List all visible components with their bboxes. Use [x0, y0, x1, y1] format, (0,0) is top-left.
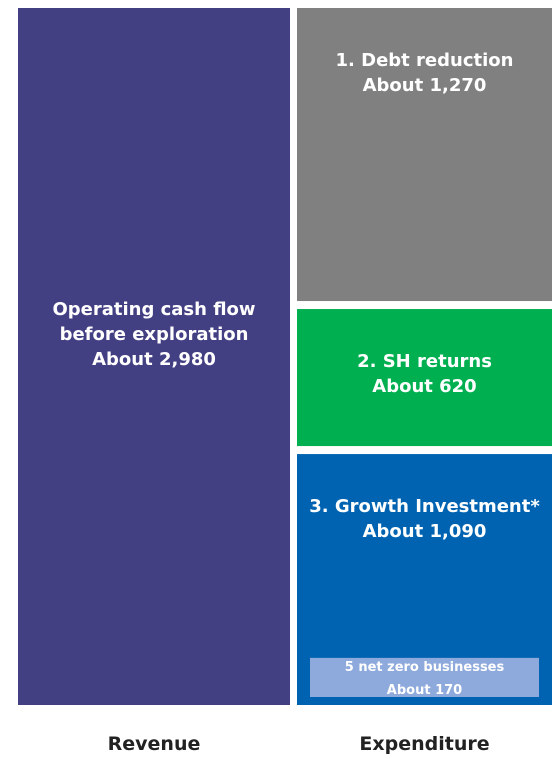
label-text: Operating cash flow before exploration	[52, 298, 256, 345]
inset-segment	[310, 657, 539, 697]
label-text: About 1,090	[362, 521, 487, 543]
label-text: About 1,270	[362, 75, 487, 97]
segment-label: 3. Growth Investment* About 1,090	[307, 494, 542, 544]
label-text: About 170	[386, 682, 463, 698]
label-text: About 2,980	[92, 348, 216, 370]
label-text: 2. SH returns	[357, 351, 492, 373]
x-tick-label: Revenue	[107, 733, 201, 755]
segment-label: 2. SH returns About 620	[307, 349, 542, 399]
segment-label: Operating cash flow before exploration A…	[48, 297, 260, 373]
inset-label: 5 net zero businesses About 170	[310, 657, 539, 701]
label-text: 5 net zero businesses	[344, 660, 505, 676]
label-text: 3. Growth Investment*	[309, 496, 540, 518]
bar-segment	[297, 309, 552, 447]
segment-label: 1. Debt reduction About 1,270	[307, 48, 542, 98]
label-text: About 620	[372, 376, 477, 398]
bar-segment	[18, 8, 290, 705]
x-tick-label: Expenditure	[359, 733, 490, 755]
label-text: 1. Debt reduction	[335, 50, 514, 71]
bar-segment	[297, 8, 552, 302]
